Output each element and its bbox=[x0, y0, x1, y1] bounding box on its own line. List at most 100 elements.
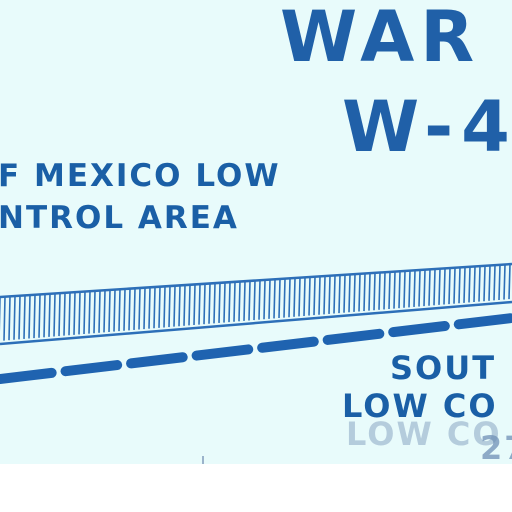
low-control-area-boundary bbox=[0, 313, 512, 384]
hatch-line bbox=[333, 275, 336, 314]
hatch-line bbox=[443, 268, 446, 305]
hatch-line bbox=[293, 277, 296, 317]
hatch-line bbox=[273, 279, 276, 319]
south-area-label-shadow: LOW CO bbox=[346, 415, 502, 453]
hatch-line bbox=[458, 267, 461, 304]
hatch-line bbox=[368, 273, 371, 311]
hatch-line bbox=[103, 290, 106, 333]
hatch-line bbox=[473, 266, 476, 303]
hatch-line bbox=[83, 291, 86, 335]
hatch-line bbox=[438, 268, 441, 305]
hatch-line bbox=[253, 280, 256, 321]
hatch-line bbox=[413, 270, 416, 307]
hatch-line bbox=[133, 288, 136, 330]
hatch-line bbox=[248, 280, 251, 321]
south-area-number: 27 bbox=[480, 429, 512, 464]
hatch-line bbox=[43, 294, 46, 338]
hatch-line bbox=[398, 271, 401, 309]
hatch-line bbox=[148, 287, 151, 329]
boundary-bottom-line bbox=[0, 300, 512, 346]
hatch-line bbox=[498, 264, 501, 301]
hatch-line bbox=[238, 281, 241, 322]
hatch-line bbox=[58, 293, 61, 337]
hatch-line bbox=[188, 284, 191, 326]
hatch-line bbox=[63, 292, 66, 336]
hatch-line bbox=[453, 267, 456, 304]
warning-area-id: W-4 bbox=[342, 86, 512, 168]
hatch-line bbox=[303, 277, 306, 317]
hatch-line bbox=[448, 267, 451, 305]
hatch-line bbox=[98, 290, 101, 333]
hatch-line bbox=[23, 295, 26, 339]
hatch-line bbox=[203, 283, 206, 325]
hatch-line bbox=[388, 271, 391, 310]
hatch-line bbox=[298, 277, 301, 317]
hatch-line bbox=[468, 266, 471, 303]
south-area-label-line2: LOW CO bbox=[342, 387, 498, 425]
hatch-line bbox=[243, 281, 246, 321]
hatch-line bbox=[463, 267, 466, 303]
hatch-line bbox=[343, 274, 346, 313]
hatch-line bbox=[408, 270, 411, 308]
hatch-line bbox=[173, 285, 176, 327]
hatch-line bbox=[383, 272, 386, 310]
hatch-line bbox=[418, 269, 421, 307]
hatch-line bbox=[48, 293, 51, 337]
hatch-line bbox=[393, 271, 396, 309]
hatch-line bbox=[113, 289, 116, 332]
hatch-line bbox=[28, 295, 31, 339]
hatch-line bbox=[258, 280, 261, 320]
hatch-line bbox=[283, 278, 286, 318]
hatch-line bbox=[323, 276, 326, 315]
hatch-line bbox=[3, 296, 6, 341]
hatch-line bbox=[483, 265, 486, 302]
hatch-line bbox=[363, 273, 366, 312]
hatch-line bbox=[268, 279, 271, 319]
hatch-line bbox=[378, 272, 381, 310]
hatch-line bbox=[53, 293, 56, 337]
hatch-line bbox=[373, 272, 376, 311]
hatch-line bbox=[93, 290, 96, 334]
hatch-line bbox=[233, 281, 236, 322]
warning-area-title: WAR bbox=[280, 0, 481, 78]
boundary-hatching bbox=[0, 264, 511, 341]
hatch-line bbox=[208, 283, 211, 324]
hatch-line bbox=[348, 274, 351, 313]
hatch-line bbox=[193, 284, 196, 326]
hatch-line bbox=[183, 285, 186, 326]
boundary-top-line bbox=[0, 262, 512, 299]
hatch-line bbox=[353, 274, 356, 312]
hatch-line bbox=[263, 279, 266, 320]
hatch-line bbox=[178, 285, 181, 327]
hatch-line bbox=[143, 287, 146, 330]
hatch-line bbox=[8, 296, 11, 341]
hatch-line bbox=[218, 282, 221, 323]
hatch-line bbox=[153, 286, 156, 329]
hatch-line bbox=[118, 289, 121, 332]
airspace-boundary bbox=[0, 262, 512, 384]
chart-tick-mark bbox=[202, 456, 204, 464]
hatch-line bbox=[168, 286, 171, 328]
hatch-line bbox=[158, 286, 161, 328]
hatch-line bbox=[163, 286, 166, 328]
hatch-line bbox=[138, 287, 141, 330]
hatch-line bbox=[123, 288, 126, 331]
south-area-label-line1: SOUT bbox=[390, 349, 497, 387]
hatch-line bbox=[403, 270, 406, 308]
hatch-line bbox=[38, 294, 41, 338]
hatch-line bbox=[503, 264, 506, 300]
hatch-line bbox=[488, 265, 491, 301]
aeronautical-chart: WAR W-4 F MEXICO LOW NTROL AREA SOUT LOW… bbox=[0, 0, 512, 464]
hatch-line bbox=[198, 284, 201, 325]
hatch-line bbox=[308, 276, 311, 316]
hatch-line bbox=[278, 278, 281, 319]
hatch-line bbox=[68, 292, 71, 336]
hatch-line bbox=[508, 264, 511, 300]
hatch-line bbox=[13, 296, 16, 340]
hatch-line bbox=[433, 268, 436, 306]
hatch-line bbox=[78, 291, 81, 335]
hatch-line bbox=[223, 282, 226, 323]
hatch-line bbox=[73, 292, 76, 335]
hatch-line bbox=[128, 288, 131, 331]
gulf-area-label-line2: NTROL AREA bbox=[0, 200, 239, 236]
